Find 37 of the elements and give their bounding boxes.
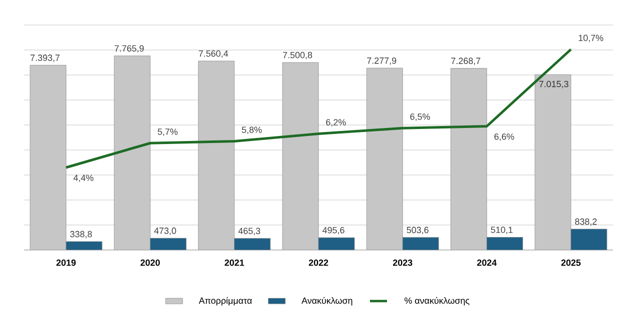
data-label: 10,7% <box>578 34 604 42</box>
legend-label: % ανακύκλωσης <box>404 296 470 306</box>
data-label: 4,4% <box>73 174 94 182</box>
bar <box>318 238 354 250</box>
bar <box>570 228 608 250</box>
data-label: 7.268,7 <box>451 58 480 66</box>
data-label: 7.015,3 <box>539 80 568 88</box>
bar <box>234 238 270 250</box>
data-label: 7.765,9 <box>114 45 144 53</box>
data-label: 838,2 <box>575 218 597 226</box>
data-label: 7.500,8 <box>282 52 312 60</box>
data-label: 7.560,4 <box>198 50 228 58</box>
data-label: 503,6 <box>406 226 428 234</box>
x-tick-label: 2022 <box>308 260 328 266</box>
bar <box>150 238 186 250</box>
data-label: 465,3 <box>238 228 260 236</box>
data-label: 5,8% <box>242 126 262 134</box>
x-tick-label: 2019 <box>56 260 76 266</box>
bar <box>486 237 523 250</box>
data-label: 7.393,7 <box>30 54 60 62</box>
data-label: 510,1 <box>490 226 513 234</box>
data-label: 473,0 <box>154 228 176 235</box>
x-tick-label: 2025 <box>561 260 581 266</box>
x-tick-label: 2024 <box>477 260 497 266</box>
x-tick-label: 2020 <box>140 260 160 266</box>
data-label: 6,5% <box>410 114 430 121</box>
legend-label: Ανακύκλωση <box>302 296 352 306</box>
data-label: 5,7% <box>158 128 178 136</box>
x-tick-label: 2021 <box>224 260 244 266</box>
legend-label: Απορρίμματα <box>198 296 252 306</box>
data-label: 495,6 <box>322 226 344 234</box>
data-label: 7.277,9 <box>367 57 396 65</box>
x-tick-label: 2023 <box>392 260 412 266</box>
bar <box>402 237 439 250</box>
data-label: 338,8 <box>70 230 92 238</box>
data-label: 6,6% <box>494 133 514 141</box>
data-label: 6,2% <box>326 119 346 127</box>
